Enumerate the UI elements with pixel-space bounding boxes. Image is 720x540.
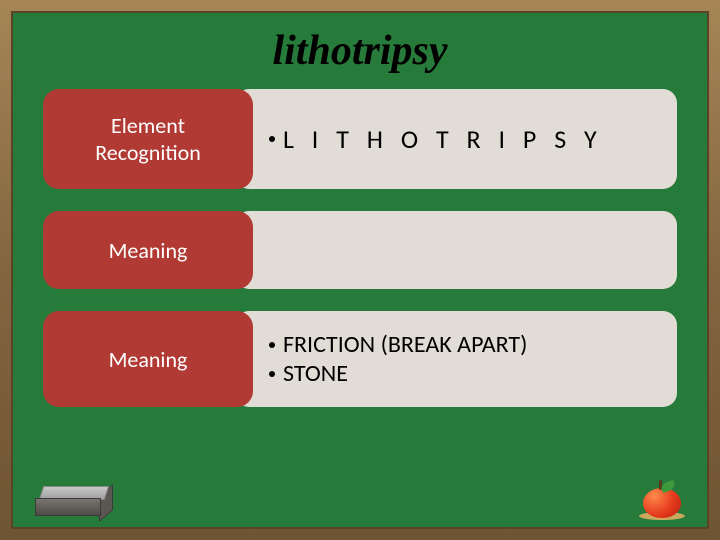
bullet-text: FRICTION (BREAK APART) <box>283 330 527 359</box>
bullet-text: L I T H O T R I P S Y <box>283 123 603 155</box>
bullet-line: L I T H O T R I P S Y <box>269 123 663 155</box>
content-rows: ElementRecognition L I T H O T R I P S Y M… <box>17 89 703 407</box>
row-label-line: Meaning <box>109 346 188 373</box>
row-content-1 <box>235 211 677 289</box>
wood-frame: lithotripsy ElementRecognition L I T H O … <box>0 0 720 540</box>
chalkboard: lithotripsy ElementRecognition L I T H O … <box>17 17 703 523</box>
row-0: ElementRecognition L I T H O T R I P S Y <box>43 89 677 189</box>
bullet-text: STONE <box>283 359 348 388</box>
row-content-0: L I T H O T R I P S Y <box>235 89 677 189</box>
row-1: Meaning <box>43 211 677 289</box>
row-label-line: Recognition <box>95 139 201 166</box>
bullet-line: FRICTION (BREAK APART) <box>269 330 663 359</box>
apple-icon <box>639 480 685 520</box>
bullet-dot-icon <box>269 136 275 142</box>
row-2: Meaning FRICTION (BREAK APART)STONE <box>43 311 677 407</box>
eraser-icon <box>35 486 113 520</box>
bullet-dot-icon <box>269 371 275 377</box>
row-content-2: FRICTION (BREAK APART)STONE <box>235 311 677 407</box>
frame-inner-border: lithotripsy ElementRecognition L I T H O … <box>11 11 709 529</box>
slide-title: lithotripsy <box>17 17 703 89</box>
row-label-line: Element <box>111 112 185 139</box>
row-label-2: Meaning <box>43 311 253 407</box>
row-label-1: Meaning <box>43 211 253 289</box>
bullet-line: STONE <box>269 359 663 388</box>
row-label-0: ElementRecognition <box>43 89 253 189</box>
row-label-line: Meaning <box>109 237 188 264</box>
bullet-dot-icon <box>269 342 275 348</box>
